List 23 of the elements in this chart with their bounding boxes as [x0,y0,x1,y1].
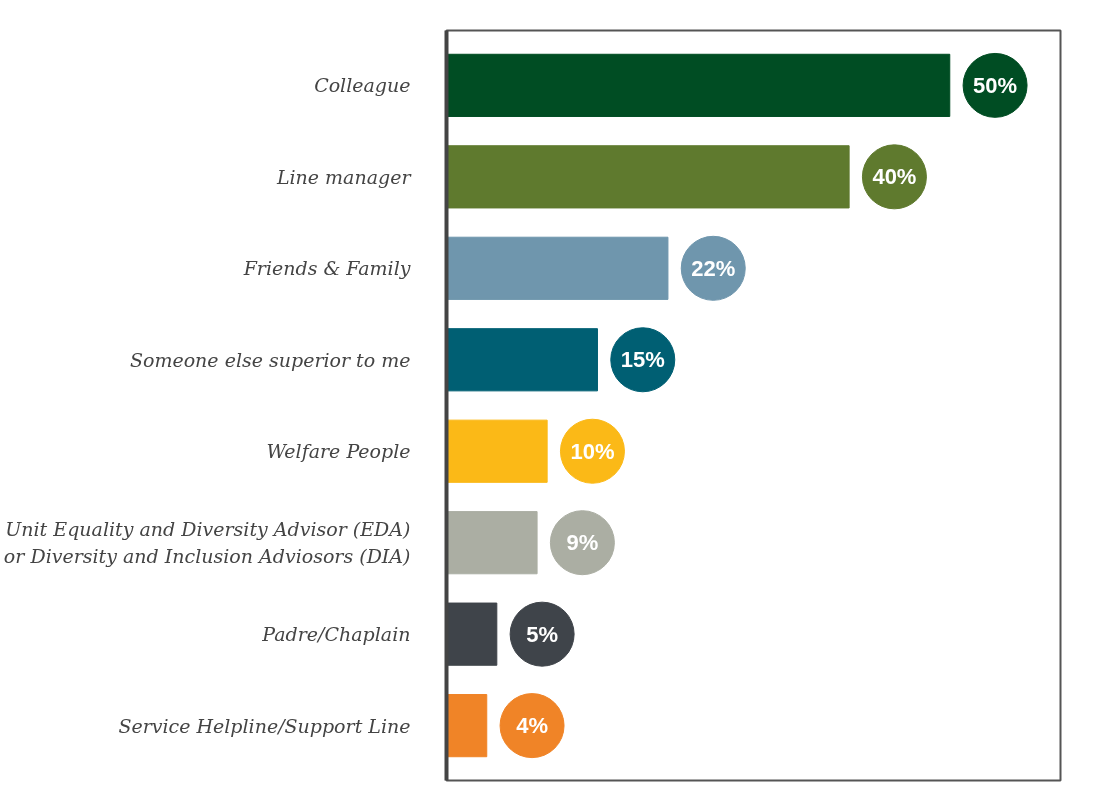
bar [446,53,951,117]
data-label: 15% [620,347,665,373]
data-label: 40% [872,164,917,190]
data-label: 22% [691,255,736,281]
y-tick-label: Welfare People [266,440,411,463]
y-tick-label: Padre/Chaplain [261,623,411,646]
y-tick-label: Someone else superior to me [129,348,411,371]
data-label: 10% [570,438,615,464]
data-label: 9% [566,530,599,556]
bar [446,511,538,575]
y-tick-label: Colleague [314,74,411,97]
bar [446,328,598,392]
bar [446,145,850,209]
y-tick-label: Friends & Family [242,257,411,280]
bar [446,419,548,483]
bar [446,694,488,758]
y-tick-label: Service Helpline/Support Line [118,714,411,737]
data-label: 5% [526,621,559,647]
data-label: 50% [973,72,1018,98]
bar [446,236,669,300]
data-label: 4% [516,713,548,739]
y-tick-label: Line manager [275,165,413,188]
y-tick-label: Unit Equality and Diversity Advisor (EDA) or Diversity and Inclusion Adviosors (DIA) [3,518,411,567]
